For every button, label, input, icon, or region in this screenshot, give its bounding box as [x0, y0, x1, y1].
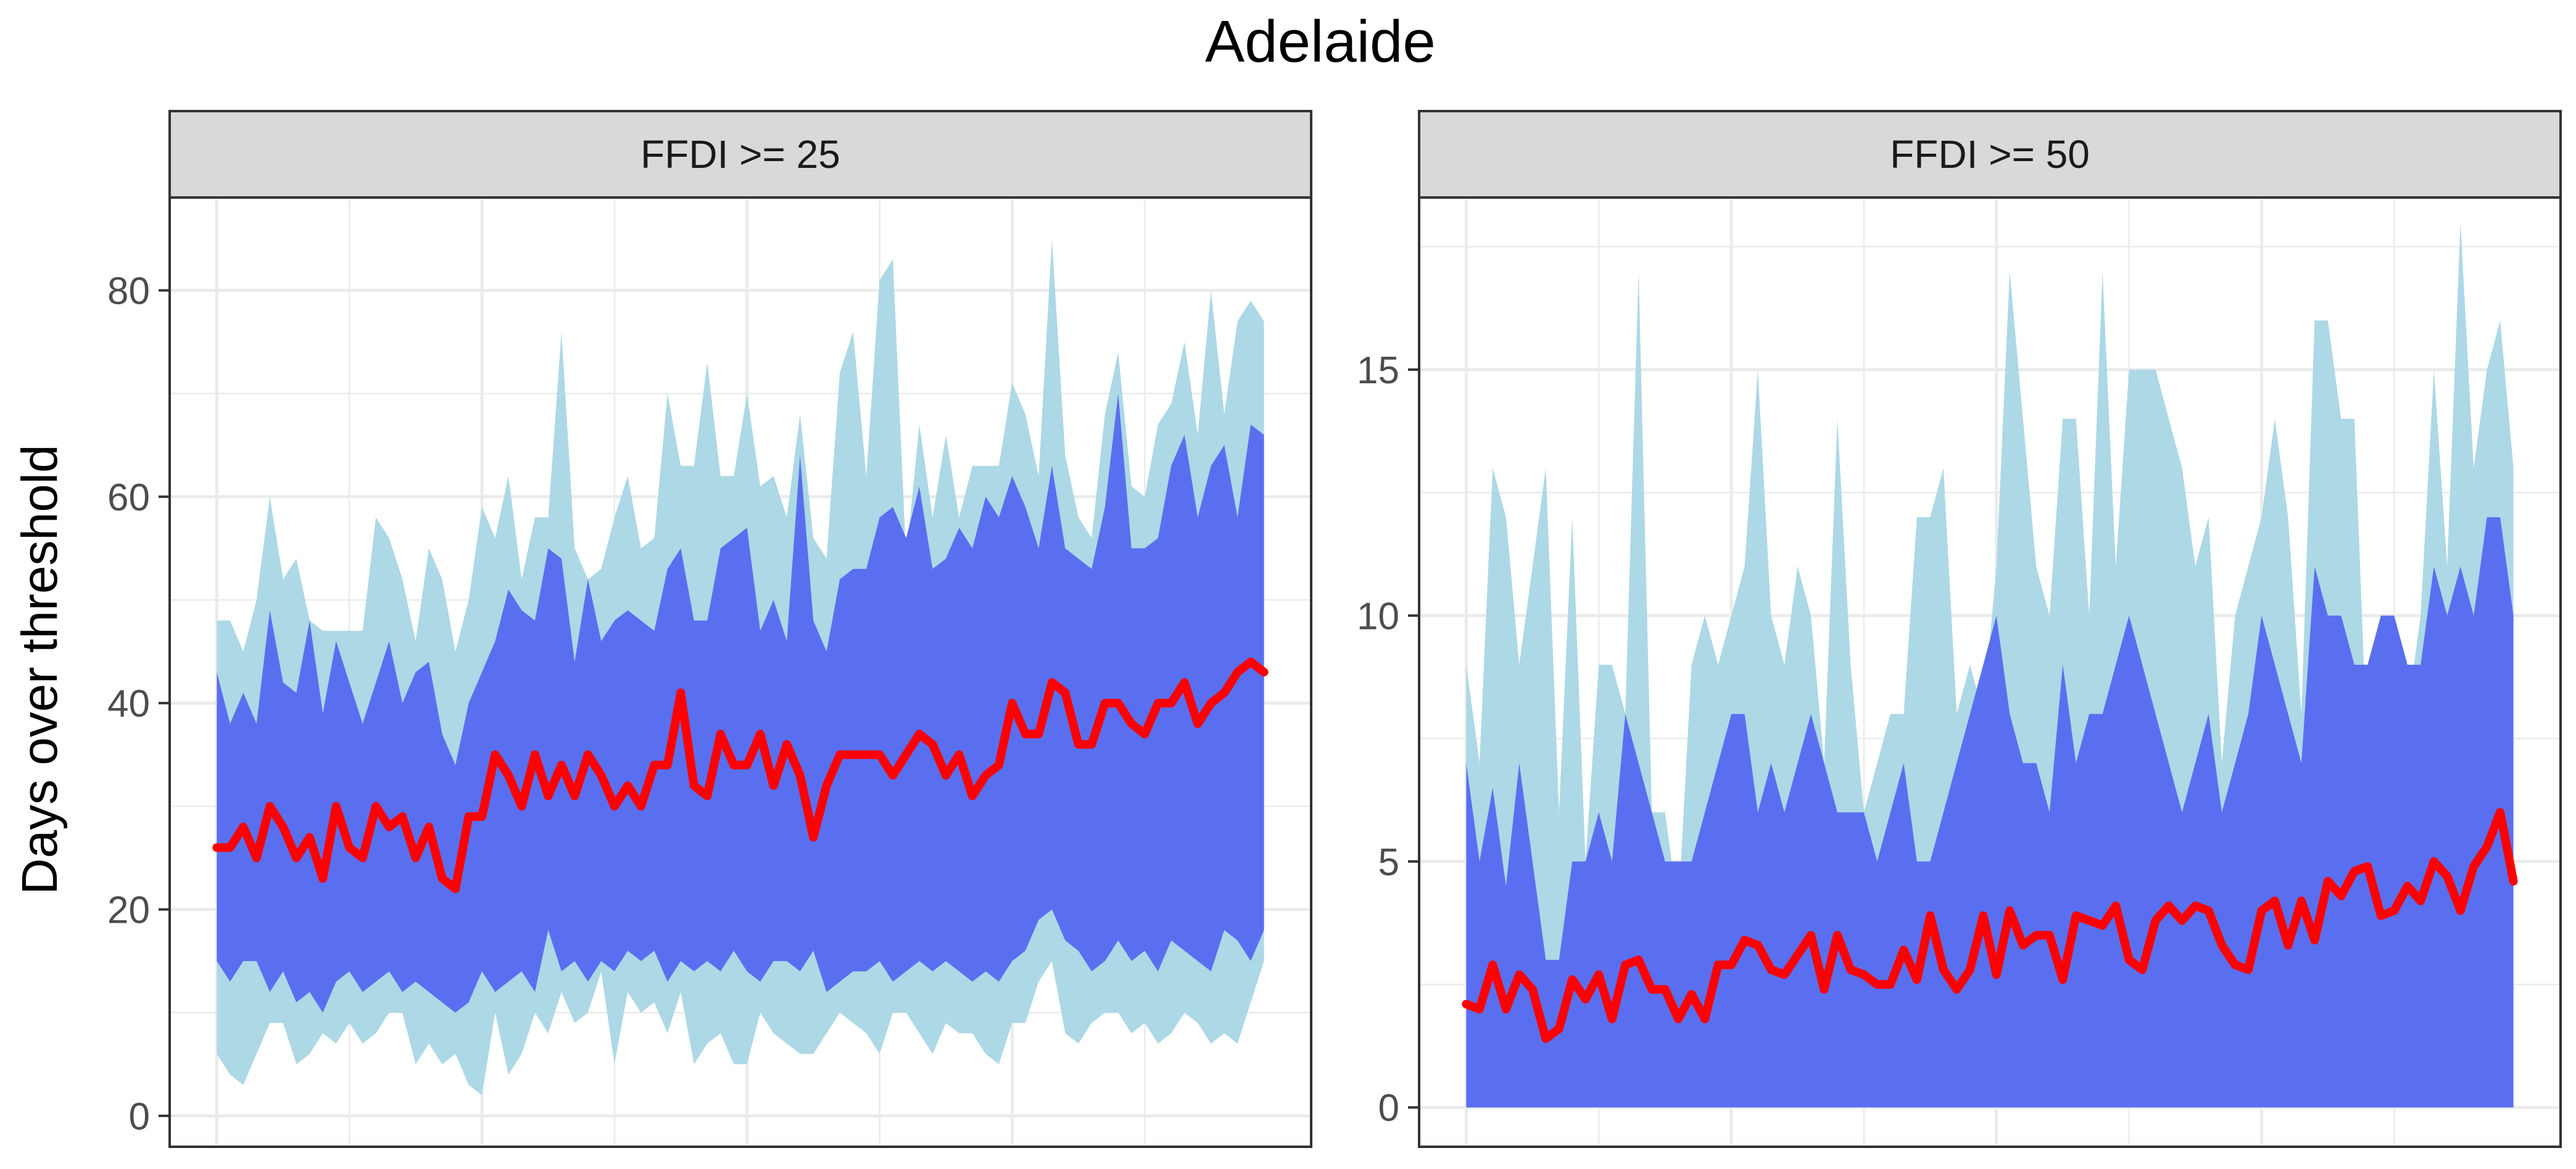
facet-strip	[1418, 110, 2562, 199]
facet-panel-1: FFDI >= 25 0 20 40 60 80	[107, 110, 1312, 1148]
y-tick-label: 40	[107, 683, 150, 725]
y-tick-label: 80	[107, 270, 150, 312]
y-tick-label: 60	[107, 476, 150, 519]
panel-data	[212, 238, 1269, 1096]
y-tick-label: 15	[1357, 349, 1399, 392]
y-tick-label: 0	[129, 1096, 150, 1138]
facet-panel-2: FFDI >= 50 0 5 10 15	[1357, 110, 2562, 1148]
panel-data	[1462, 222, 2518, 1108]
y-tick-label: 5	[1378, 841, 1399, 884]
median-line	[1462, 808, 2518, 1043]
inner-range-band	[217, 393, 1264, 1013]
facet-strip-label: FFDI >= 25	[640, 132, 840, 177]
median-line	[212, 657, 1269, 894]
y-tick-label: 10	[1357, 595, 1399, 638]
facet-panels: FFDI >= 25 0 20 40 60 80 FFDI >= 50 0 5 10 15	[107, 110, 2562, 1148]
y-tick-label: 20	[107, 889, 150, 932]
facet-strip-label: FFDI >= 50	[1890, 132, 2090, 177]
y-axis-label: Days over threshold	[12, 444, 68, 894]
chart-title: Adelaide	[1205, 9, 1436, 75]
y-tick-label: 0	[1378, 1087, 1399, 1129]
facet-strip	[168, 110, 1312, 199]
